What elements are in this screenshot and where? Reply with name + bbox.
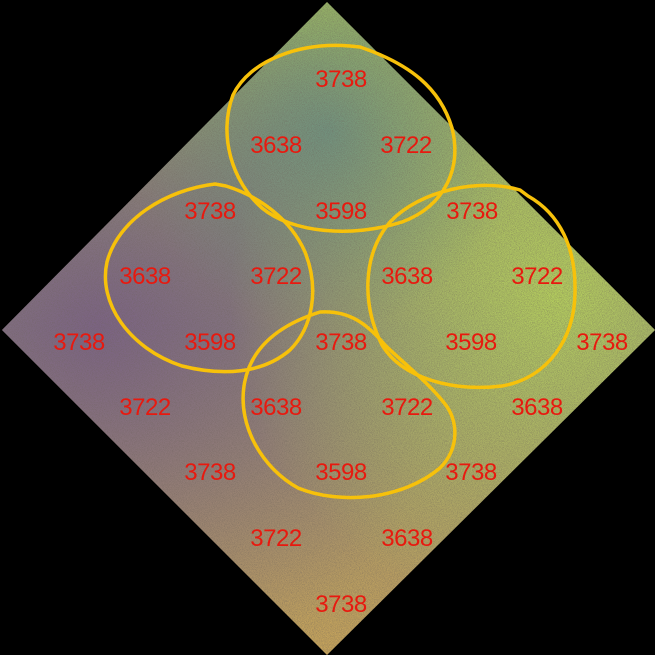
elevation-label: 3722 <box>250 263 302 290</box>
loop-outline-top <box>225 43 457 233</box>
elevation-label: 3738 <box>446 198 498 225</box>
loop-outline-bottom <box>241 310 457 500</box>
elevation-label: 3638 <box>119 263 171 290</box>
elevation-label: 3722 <box>380 132 432 159</box>
elevation-label: 3738 <box>315 591 367 618</box>
elevation-label: 3638 <box>511 394 563 421</box>
elevation-label: 3598 <box>184 329 236 356</box>
loop-outlines <box>103 43 577 500</box>
elevation-label: 3638 <box>381 263 433 290</box>
elevation-label: 3738 <box>184 459 236 486</box>
elevation-label: 3722 <box>119 394 171 421</box>
elevation-label: 3722 <box>250 525 302 552</box>
elevation-label: 3598 <box>315 198 367 225</box>
elevation-label: 3598 <box>315 459 367 486</box>
elevation-label: 3598 <box>445 329 497 356</box>
elevation-label: 3738 <box>53 329 105 356</box>
elevation-label: 3738 <box>576 329 628 356</box>
elevation-labels: 3738 3638 3722 3738 3598 3738 3638 3722 … <box>53 66 628 618</box>
elevation-label: 3638 <box>250 132 302 159</box>
elevation-label: 3722 <box>381 394 433 421</box>
elevation-label: 3722 <box>511 263 563 290</box>
loop-outline-left <box>103 182 315 374</box>
elevation-label: 3738 <box>315 329 367 356</box>
elevation-label: 3738 <box>315 66 367 93</box>
elevation-label: 3638 <box>250 394 302 421</box>
elevation-label: 3738 <box>445 459 497 486</box>
elevation-label: 3638 <box>381 525 433 552</box>
elevation-label: 3738 <box>184 198 236 225</box>
loop-outline-right <box>366 183 577 390</box>
